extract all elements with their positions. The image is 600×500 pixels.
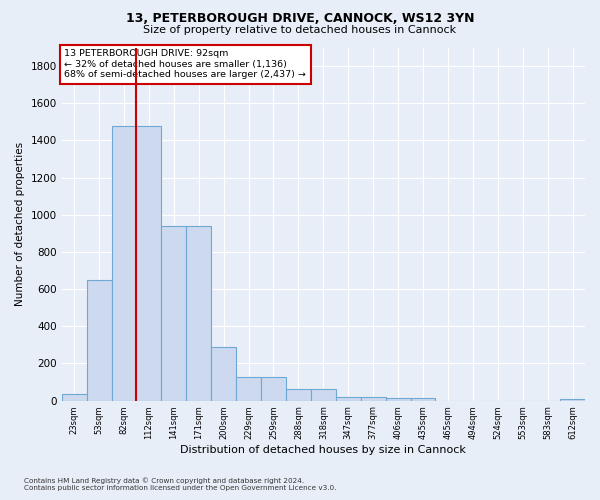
Text: 13, PETERBOROUGH DRIVE, CANNOCK, WS12 3YN: 13, PETERBOROUGH DRIVE, CANNOCK, WS12 3Y… bbox=[126, 12, 474, 26]
Bar bbox=[336, 397, 361, 400]
Bar bbox=[311, 390, 336, 400]
Bar bbox=[236, 378, 261, 400]
Bar bbox=[386, 398, 410, 400]
Bar bbox=[161, 226, 186, 400]
Bar bbox=[560, 398, 585, 400]
Bar bbox=[86, 280, 112, 400]
Bar bbox=[62, 394, 86, 400]
Text: 13 PETERBOROUGH DRIVE: 92sqm
← 32% of detached houses are smaller (1,136)
68% of: 13 PETERBOROUGH DRIVE: 92sqm ← 32% of de… bbox=[64, 50, 306, 79]
Bar bbox=[410, 398, 436, 400]
Bar bbox=[286, 390, 311, 400]
X-axis label: Distribution of detached houses by size in Cannock: Distribution of detached houses by size … bbox=[181, 445, 466, 455]
Y-axis label: Number of detached properties: Number of detached properties bbox=[15, 142, 25, 306]
Bar bbox=[136, 126, 161, 400]
Bar bbox=[112, 126, 136, 400]
Text: Contains HM Land Registry data © Crown copyright and database right 2024.
Contai: Contains HM Land Registry data © Crown c… bbox=[24, 478, 337, 491]
Bar bbox=[211, 346, 236, 401]
Bar bbox=[261, 378, 286, 400]
Text: Size of property relative to detached houses in Cannock: Size of property relative to detached ho… bbox=[143, 25, 457, 35]
Bar bbox=[361, 397, 386, 400]
Bar bbox=[186, 226, 211, 400]
